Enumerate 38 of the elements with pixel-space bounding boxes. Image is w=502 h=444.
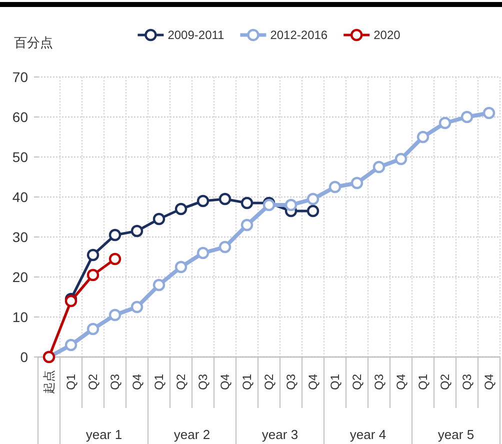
- x-tick-label: Q3: [460, 374, 474, 390]
- x-tick-label: Q1: [240, 374, 254, 390]
- x-tick-label: Q2: [350, 374, 364, 390]
- y-tick-label: 30: [12, 229, 28, 245]
- x-tick-label: Q4: [218, 374, 232, 390]
- legend-label: 2020: [374, 28, 401, 42]
- x-tick-label: Q2: [174, 374, 188, 390]
- x-tick-label: Q1: [328, 374, 342, 390]
- y-tick-label: 0: [20, 349, 28, 365]
- x-tick-label: Q2: [86, 374, 100, 390]
- x-tick-label: Q4: [394, 374, 408, 390]
- x-tick-label: Q4: [482, 374, 496, 390]
- text: year 5: [438, 427, 474, 442]
- x-tick-label: Q2: [262, 374, 276, 390]
- y-tick-label: 70: [12, 69, 28, 85]
- y-tick-label: 40: [12, 189, 28, 205]
- y-tick-label: 10: [12, 309, 28, 325]
- text: year 1: [86, 427, 122, 442]
- text: year 2: [174, 427, 210, 442]
- y-axis-title: 百分点: [14, 35, 53, 50]
- text: year 3: [262, 427, 298, 442]
- x-tick-label: Q4: [306, 374, 320, 390]
- x-tick-label: Q3: [284, 374, 298, 390]
- x-tick-label: Q3: [196, 374, 210, 390]
- y-tick-label: 60: [12, 109, 28, 125]
- legend-label: 2009-2011: [168, 28, 225, 42]
- x-tick-label: Q1: [152, 374, 166, 390]
- x-tick-label: Q2: [438, 374, 452, 390]
- x-tick-label: Q4: [130, 374, 144, 390]
- y-tick-label: 50: [12, 149, 28, 165]
- y-tick-label: 20: [12, 269, 28, 285]
- x-tick-label: 起点: [42, 370, 56, 394]
- legend-label: 2012-2016: [270, 28, 328, 42]
- x-tick-label: Q3: [108, 374, 122, 390]
- x-tick-label: Q1: [416, 374, 430, 390]
- x-tick-label: Q1: [64, 374, 78, 390]
- text: year 4: [350, 427, 386, 442]
- x-tick-label: Q3: [372, 374, 386, 390]
